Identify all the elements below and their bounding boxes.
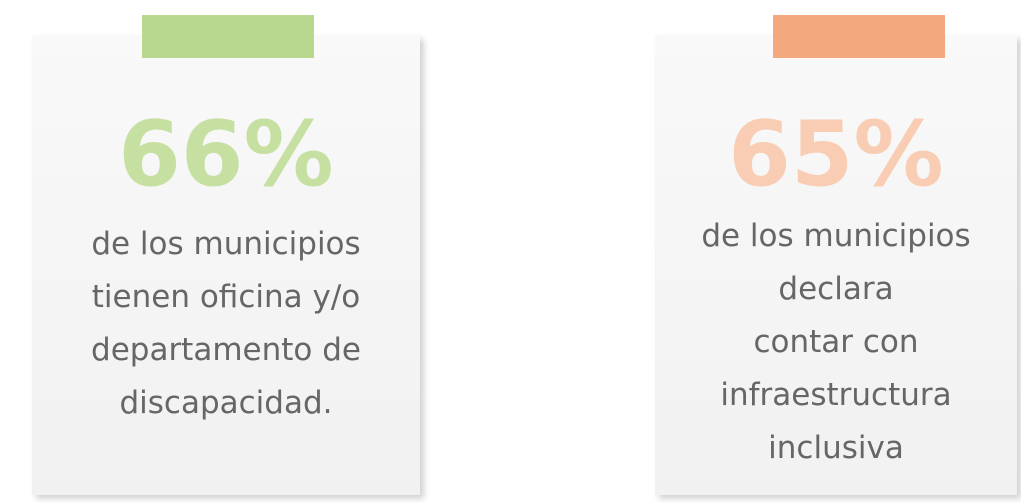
description-line: discapacidad. [119,385,333,421]
stat: 65% [728,102,944,207]
card [32,35,420,495]
description-line: de los municipios [701,218,971,254]
description-line: infraestructura [720,377,952,413]
card-tab [142,15,314,58]
card [655,35,1017,495]
description-line: inclusiva [768,430,904,466]
description: de los municipios declara contar con infrae… [655,210,1017,475]
description-line: contar con [753,324,919,360]
description-line: de los municipios [91,226,361,262]
description: de los municipios tienen oficina y/o depar… [32,218,420,430]
card-tab [773,15,945,58]
description-line: departamento de [91,332,361,368]
description-line: declara [778,271,894,307]
description-line: tienen oficina y/o [91,279,361,315]
stat: 66% [118,102,334,207]
